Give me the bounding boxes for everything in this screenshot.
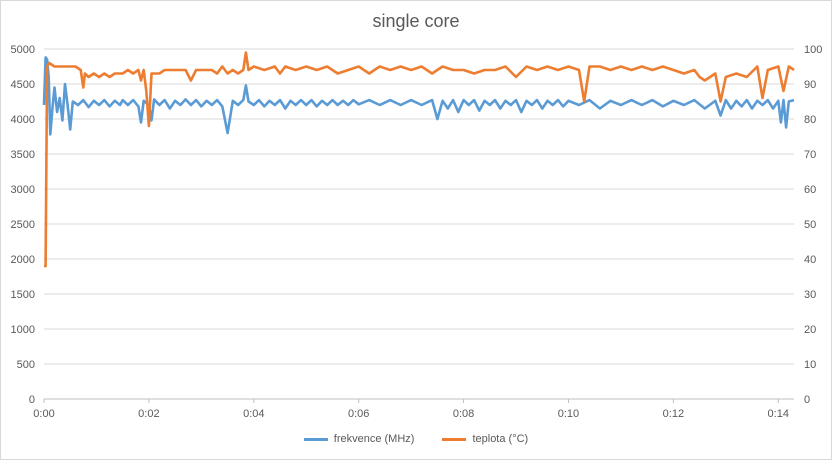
y-left-tick-label: 3000 — [11, 184, 35, 196]
legend-swatch-frekvence — [303, 437, 328, 441]
legend-label-teplota: teplota (°C) — [472, 433, 529, 445]
chart-legend: frekvence (MHz) teplota (°C) — [1, 433, 831, 445]
y-right-tick-label: 100 — [804, 44, 822, 56]
series-line-frekvence — [42, 56, 795, 136]
y-left-tick-label: 500 — [17, 359, 35, 371]
x-tick-label: 0:14 — [768, 408, 789, 420]
legend-item-teplota: teplota (°C) — [442, 433, 528, 445]
y-left-tick-label: 5000 — [11, 44, 35, 56]
y-left-tick-label: 3500 — [11, 149, 35, 161]
y-right-tick-label: 60 — [804, 184, 816, 196]
y-left-tick-label: 4500 — [11, 79, 35, 91]
y-left-tick-label: 4000 — [11, 114, 35, 126]
y-right-tick-label: 10 — [804, 359, 816, 371]
y-left-tick-label: 1000 — [11, 324, 35, 336]
y-right-tick-label: 70 — [804, 149, 816, 161]
y-left-tick-label: 2500 — [11, 219, 35, 231]
x-tick-label: 0:10 — [558, 408, 579, 420]
chart-title: single core — [372, 11, 460, 31]
y-right-tick-label: 20 — [804, 324, 816, 336]
y-left-tick-label: 1500 — [11, 289, 35, 301]
x-tick-label: 0:02 — [138, 408, 159, 420]
x-tick-label: 0:08 — [453, 408, 474, 420]
y-right-tick-label: 50 — [804, 219, 816, 231]
y-right-tick-label: 80 — [804, 114, 816, 126]
legend-label-frekvence: frekvence (MHz) — [333, 433, 415, 445]
y-right-tick-label: 90 — [804, 79, 816, 91]
y-right-tick-label: 0 — [804, 394, 810, 406]
x-tick-label: 0:00 — [33, 408, 54, 420]
y-left-tick-label: 2000 — [11, 254, 35, 266]
x-tick-label: 0:06 — [348, 408, 369, 420]
series-line-teplota — [44, 51, 795, 268]
y-right-tick-label: 40 — [804, 254, 816, 266]
x-tick-label: 0:04 — [243, 408, 264, 420]
legend-swatch-teplota — [442, 437, 467, 441]
x-tick-label: 0:12 — [663, 408, 684, 420]
y-right-tick-label: 30 — [804, 289, 816, 301]
legend-item-frekvence: frekvence (MHz) — [303, 433, 415, 445]
y-left-tick-label: 0 — [29, 394, 35, 406]
